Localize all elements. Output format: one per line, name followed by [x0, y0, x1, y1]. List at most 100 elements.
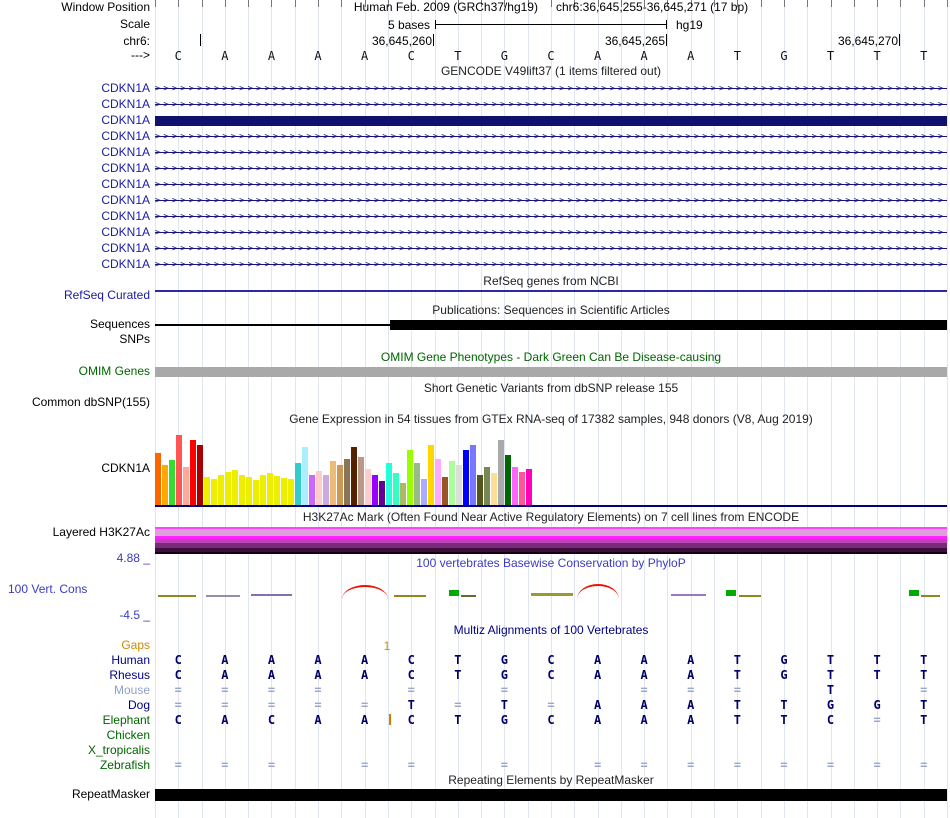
- gtex-bar[interactable]: [260, 475, 266, 505]
- gtex-bar[interactable]: [295, 463, 301, 505]
- gencode-transcript-row[interactable]: >>>>>>>>>>>>>>>>>>>>>>>>>>>>>>>>>>>>>>>>…: [155, 97, 947, 113]
- gtex-bar[interactable]: [519, 472, 525, 505]
- h3k27ac-layer[interactable]: [155, 539, 947, 543]
- gtex-bar[interactable]: [281, 478, 287, 505]
- gtex-bar[interactable]: [323, 475, 329, 505]
- gtex-bar[interactable]: [414, 463, 420, 505]
- repeatmasker-label[interactable]: RepeatMasker: [71, 787, 150, 801]
- gencode-transcript-row[interactable]: >>>>>>>>>>>>>>>>>>>>>>>>>>>>>>>>>>>>>>>>…: [155, 257, 947, 273]
- gtex-gene-label[interactable]: CDKN1A: [101, 461, 150, 475]
- gencode-item-label[interactable]: CDKN1A: [101, 161, 150, 175]
- gtex-bar[interactable]: [211, 479, 217, 505]
- h3k27ac-layer[interactable]: [155, 548, 947, 552]
- gtex-bar[interactable]: [358, 457, 364, 505]
- gtex-bar[interactable]: [498, 440, 504, 505]
- gtex-bar[interactable]: [344, 459, 350, 505]
- gtex-bar[interactable]: [162, 465, 168, 505]
- sequences-label[interactable]: Sequences: [89, 317, 150, 331]
- omim-genes-label[interactable]: OMIM Genes: [78, 364, 150, 378]
- species-label[interactable]: X_tropicalis: [87, 743, 150, 757]
- gtex-bar[interactable]: [176, 435, 182, 505]
- layered-h3k27ac-label[interactable]: Layered H3K27Ac: [52, 525, 150, 539]
- gencode-transcript-row[interactable]: >>>>>>>>>>>>>>>>>>>>>>>>>>>>>>>>>>>>>>>>…: [155, 225, 947, 241]
- h3k27ac-layer[interactable]: [155, 543, 947, 548]
- gtex-bar[interactable]: [365, 469, 371, 505]
- gtex-bar[interactable]: [225, 472, 231, 505]
- gencode-transcript-row[interactable]: >>>>>>>>>>>>>>>>>>>>>>>>>>>>>>>>>>>>>>>>…: [155, 177, 947, 193]
- gtex-bar[interactable]: [204, 477, 210, 505]
- gtex-bar[interactable]: [239, 475, 245, 505]
- gencode-transcript-row[interactable]: >>>>>>>>>>>>>>>>>>>>>>>>>>>>>>>>>>>>>>>>…: [155, 81, 947, 97]
- gtex-bar[interactable]: [435, 459, 441, 505]
- refseq-curated-label[interactable]: RefSeq Curated: [63, 288, 150, 302]
- gtex-bar[interactable]: [379, 481, 385, 505]
- gencode-transcript-row[interactable]: >>>>>>>>>>>>>>>>>>>>>>>>>>>>>>>>>>>>>>>>…: [155, 161, 947, 177]
- gtex-bar[interactable]: [246, 477, 252, 505]
- gtex-bar[interactable]: [421, 479, 427, 505]
- gencode-item-label[interactable]: CDKN1A: [101, 113, 150, 127]
- gtex-bar[interactable]: [218, 475, 224, 505]
- gtex-bar[interactable]: [393, 473, 399, 505]
- gtex-bar[interactable]: [183, 467, 189, 505]
- gencode-transcript-row[interactable]: >>>>>>>>>>>>>>>>>>>>>>>>>>>>>>>>>>>>>>>>…: [155, 129, 947, 145]
- gtex-bar[interactable]: [309, 475, 315, 505]
- gencode-item-label[interactable]: CDKN1A: [101, 209, 150, 223]
- gtex-bar[interactable]: [330, 461, 336, 505]
- gencode-item-label[interactable]: CDKN1A: [101, 81, 150, 95]
- gtex-bar[interactable]: [288, 479, 294, 505]
- gtex-bar[interactable]: [372, 475, 378, 505]
- gtex-bar[interactable]: [386, 463, 392, 505]
- gtex-bar[interactable]: [463, 450, 469, 505]
- gtex-bar[interactable]: [442, 477, 448, 505]
- gtex-bar[interactable]: [232, 470, 238, 505]
- species-label[interactable]: Chicken: [106, 728, 150, 742]
- gtex-bar[interactable]: [190, 440, 196, 505]
- species-label[interactable]: Dog: [127, 698, 150, 712]
- h3k27ac-layer[interactable]: [155, 552, 947, 554]
- gencode-item-label[interactable]: CDKN1A: [101, 97, 150, 111]
- gencode-exon-bar[interactable]: [155, 116, 947, 126]
- h3k27ac-layer[interactable]: [155, 527, 947, 529]
- gencode-transcript-row[interactable]: >>>>>>>>>>>>>>>>>>>>>>>>>>>>>>>>>>>>>>>>…: [155, 209, 947, 225]
- species-label[interactable]: Human: [111, 653, 150, 667]
- gencode-transcript-row[interactable]: >>>>>>>>>>>>>>>>>>>>>>>>>>>>>>>>>>>>>>>>…: [155, 193, 947, 209]
- gencode-transcript-row[interactable]: >>>>>>>>>>>>>>>>>>>>>>>>>>>>>>>>>>>>>>>>…: [155, 145, 947, 161]
- gtex-bar[interactable]: [155, 453, 161, 505]
- gtex-bar[interactable]: [407, 450, 413, 505]
- gencode-item-label[interactable]: CDKN1A: [101, 129, 150, 143]
- sequences-track-line[interactable]: [155, 324, 390, 326]
- gtex-bar[interactable]: [316, 471, 322, 505]
- gencode-item-label[interactable]: CDKN1A: [101, 241, 150, 255]
- gtex-bar[interactable]: [477, 475, 483, 505]
- gtex-bar[interactable]: [456, 465, 462, 505]
- common-dbsnp-label[interactable]: Common dbSNP(155): [31, 395, 150, 409]
- species-label[interactable]: Rhesus: [109, 668, 150, 682]
- gtex-bar[interactable]: [253, 480, 259, 505]
- gtex-bar[interactable]: [267, 473, 273, 505]
- gencode-item-label[interactable]: CDKN1A: [101, 257, 150, 271]
- gencode-transcript-row[interactable]: >>>>>>>>>>>>>>>>>>>>>>>>>>>>>>>>>>>>>>>>…: [155, 241, 947, 257]
- refseq-track-line[interactable]: [155, 290, 947, 292]
- gtex-bar[interactable]: [512, 467, 518, 505]
- gtex-bar[interactable]: [505, 455, 511, 505]
- gtex-bar[interactable]: [400, 483, 406, 505]
- gtex-bar[interactable]: [169, 460, 175, 505]
- gencode-item-label[interactable]: CDKN1A: [101, 145, 150, 159]
- repeatmasker-bar[interactable]: [155, 789, 947, 801]
- vert-cons-label[interactable]: 100 Vert. Cons: [8, 582, 88, 596]
- snps-label[interactable]: SNPs: [119, 332, 150, 346]
- gtex-bar[interactable]: [484, 467, 490, 505]
- gaps-label[interactable]: Gaps: [121, 638, 150, 652]
- species-label[interactable]: Mouse: [113, 683, 150, 697]
- gencode-item-label[interactable]: CDKN1A: [101, 177, 150, 191]
- gtex-bar[interactable]: [351, 447, 357, 505]
- h3k27ac-layer[interactable]: [155, 529, 947, 536]
- gtex-bar[interactable]: [337, 465, 343, 505]
- gtex-bar[interactable]: [197, 445, 203, 505]
- sequences-bar[interactable]: [390, 320, 947, 330]
- species-label[interactable]: Zebrafish: [99, 758, 150, 772]
- gtex-bar[interactable]: [491, 473, 497, 505]
- h3k27ac-layer[interactable]: [155, 536, 947, 539]
- gtex-bar[interactable]: [526, 469, 532, 505]
- omim-bar[interactable]: [155, 367, 947, 377]
